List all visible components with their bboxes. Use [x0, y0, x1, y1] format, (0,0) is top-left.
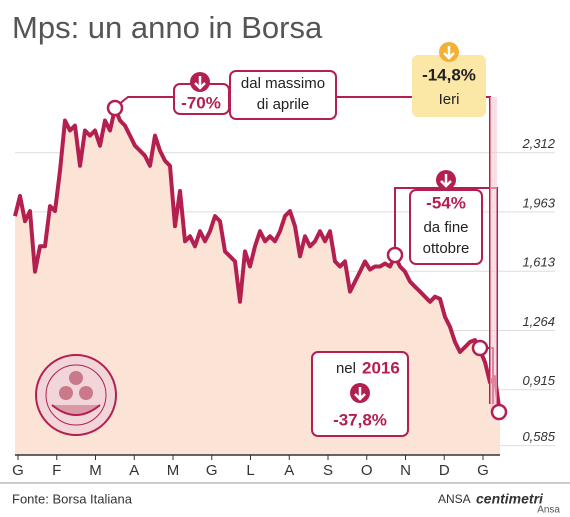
x-tick-label: G	[12, 462, 24, 479]
logo	[35, 354, 117, 436]
annotation-text: Ieri	[439, 91, 460, 108]
y-tick-label: 1,613	[522, 255, 555, 270]
band	[490, 97, 497, 412]
x-tick-label: A	[284, 462, 294, 479]
x-tick-label: S	[323, 462, 333, 479]
x-tick-label: M	[89, 462, 102, 479]
x-tick-label: L	[246, 462, 254, 479]
point-marker	[106, 99, 124, 117]
y-tick-label: 1,963	[522, 195, 555, 210]
x-tick-label: O	[361, 462, 373, 479]
annotation-value: -54%	[426, 193, 466, 212]
annotation-value: -70%	[181, 93, 221, 112]
annotation-text: da fine	[423, 219, 468, 236]
annotation-text: nel	[336, 360, 356, 377]
x-tick-label: G	[477, 462, 489, 479]
arrow	[440, 174, 452, 188]
annotation-text: dal massimo	[241, 75, 325, 92]
annotation-box	[229, 70, 337, 120]
arrow	[194, 76, 206, 90]
brand: centimetri	[476, 491, 544, 507]
point-marker	[386, 246, 404, 264]
x-tick-label: N	[400, 462, 411, 479]
y-tick-label: 1,264	[522, 314, 555, 329]
annotation-box	[412, 55, 486, 117]
credit: Ansa	[537, 505, 560, 516]
line	[13, 106, 502, 415]
x-tick-label: A	[129, 462, 139, 479]
arrow	[354, 387, 366, 401]
arrow	[443, 46, 455, 60]
y-tick-label: 2,312	[521, 136, 555, 151]
x-tick-label: G	[206, 462, 218, 479]
y-tick-label: 0,585	[522, 429, 555, 444]
annotation-year: 2016	[362, 358, 400, 377]
chart-title: Mps: un anno in Borsa	[12, 10, 323, 45]
point-marker	[490, 403, 508, 421]
x-tick-label: D	[439, 462, 450, 479]
brand: ANSA	[438, 492, 471, 506]
x-tick-label: F	[52, 462, 61, 479]
y-tick-label: 0,915	[522, 373, 555, 388]
x-tick-label: M	[167, 462, 180, 479]
annotation-value: -14,8%	[422, 65, 476, 84]
annotation-value: -37,8%	[333, 410, 387, 429]
annotation-text: ottobre	[423, 240, 470, 257]
annotation-text: di aprile	[257, 96, 310, 113]
source: Fonte: Borsa Italiana	[12, 491, 133, 506]
point-marker	[471, 339, 489, 357]
